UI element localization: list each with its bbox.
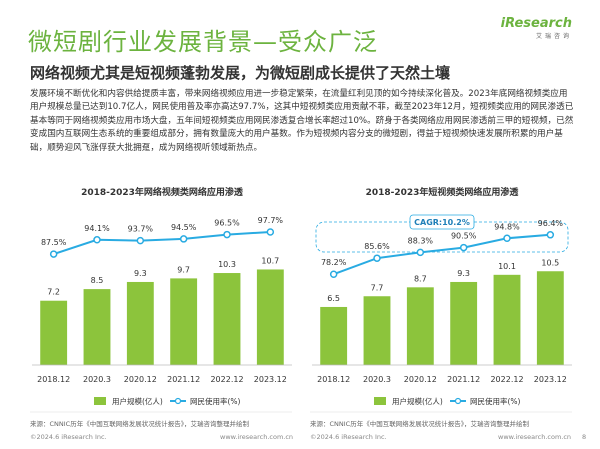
line-marker	[93, 236, 101, 244]
bar	[170, 278, 198, 365]
bar	[126, 281, 154, 365]
paragraph: 发展环境不断优化和内容供给提质丰富，带来网络视频应用进一步稳定繁荣，在流量红利见…	[30, 89, 574, 153]
data-label: 10.5	[541, 258, 559, 267]
data-label: 97.7%	[258, 216, 284, 225]
data-label: 10.7	[261, 256, 279, 265]
data-label: 96.4%	[538, 219, 564, 228]
data-label: 7.2	[47, 288, 60, 297]
data-label: 9.3	[134, 269, 147, 278]
legend-label: 用户规模(亿人)	[392, 396, 443, 406]
page-number: 8	[582, 433, 587, 441]
legend-swatch	[94, 397, 106, 405]
copyright: ©2024.6 iResearch Inc.	[30, 433, 107, 441]
line-marker	[136, 236, 145, 245]
x-tick-label: 2022.12	[490, 375, 523, 384]
data-label: 8.5	[91, 276, 104, 285]
data-label: 9.3	[457, 269, 470, 278]
bar	[83, 289, 111, 365]
logo-sub: 艾瑞咨询	[535, 33, 572, 40]
bar	[536, 271, 564, 365]
source: 来源：CNNIC历年《中国互联网络发展状况统计报告》，艾瑞咨询整理并绘制	[30, 420, 249, 428]
annotation-box	[409, 214, 475, 230]
legend-marker	[174, 397, 182, 405]
data-label: 9.7	[177, 265, 190, 274]
line	[53, 230, 271, 256]
data-label: 94.1%	[84, 224, 110, 233]
line-marker	[546, 231, 555, 239]
legend-marker	[454, 397, 462, 405]
logo: iResearch 艾瑞咨询	[501, 16, 572, 40]
x-tick-label: 2021.12	[167, 375, 200, 384]
data-label: 93.7%	[128, 225, 154, 234]
source: 来源：CNNIC历年《中国互联网络发展状况统计报告》，艾瑞咨询整理并绘制	[310, 420, 529, 428]
bar	[406, 287, 434, 365]
bar	[256, 269, 284, 365]
legend-label: 用户规模(亿人)	[112, 396, 163, 406]
bar	[40, 300, 68, 365]
line-marker	[503, 234, 511, 243]
line-marker	[179, 235, 188, 243]
url: www.iresearch.com.cn	[220, 433, 294, 441]
copyright: ©2024.6 iResearch Inc.	[310, 433, 387, 441]
line-marker	[416, 248, 425, 257]
data-label: 78.2%	[321, 258, 347, 267]
chart-title: 2018-2023年网络视频类网络应用渗透	[81, 186, 244, 198]
x-tick-label: 2018.12	[37, 375, 70, 384]
x-tick-label: 2023.12	[254, 375, 287, 384]
line-marker	[266, 228, 275, 236]
x-tick-label: 2021.12	[447, 375, 480, 384]
line	[333, 233, 551, 276]
line-marker	[459, 243, 468, 252]
chart-title: 2018-2023年短视频类网络应用渗透	[366, 186, 520, 198]
bar	[450, 281, 478, 365]
logo-name: iResearch	[500, 16, 572, 31]
data-label: 6.5	[327, 294, 340, 303]
legend-label: 网民使用率(%)	[190, 396, 241, 406]
x-tick-label: 2022.12	[210, 375, 243, 384]
data-label: 8.7	[414, 274, 427, 283]
data-label: 10.1	[498, 262, 516, 271]
data-label: 94.8%	[494, 222, 520, 231]
x-tick-label: 2020.3	[363, 375, 391, 384]
bar	[320, 306, 348, 365]
data-label: 10.3	[218, 260, 236, 269]
url: www.iresearch.com.cn	[498, 433, 572, 441]
subtitle: 网络视频尤其是短视频蓬勃发展，为微短剧成长提供了天然土壤	[30, 64, 451, 82]
x-tick-label: 2020.3	[83, 375, 111, 384]
data-label: 94.5%	[171, 223, 197, 232]
legend-swatch	[374, 397, 386, 405]
data-label: 85.6%	[364, 242, 390, 251]
x-tick-label: 2020.12	[404, 375, 437, 384]
data-label: 90.5%	[451, 232, 477, 241]
data-label: 7.7	[371, 283, 384, 292]
title: 微短剧行业发展背景—受众广泛	[28, 28, 378, 56]
line-marker	[373, 254, 381, 262]
bar	[213, 273, 241, 365]
data-label: 96.5%	[214, 219, 240, 228]
data-label: 88.3%	[408, 236, 434, 245]
x-tick-label: 2023.12	[534, 375, 567, 384]
x-tick-label: 2020.12	[124, 375, 157, 384]
line-marker	[49, 250, 58, 258]
line-marker	[223, 230, 231, 239]
legend-label: 网民使用率(%)	[470, 396, 521, 406]
line-marker	[329, 270, 338, 278]
bar	[493, 274, 521, 365]
annotation: CAGR:10.2%	[414, 218, 470, 227]
bar	[363, 296, 391, 365]
x-tick-label: 2018.12	[317, 375, 350, 384]
data-label: 87.5%	[41, 238, 67, 247]
